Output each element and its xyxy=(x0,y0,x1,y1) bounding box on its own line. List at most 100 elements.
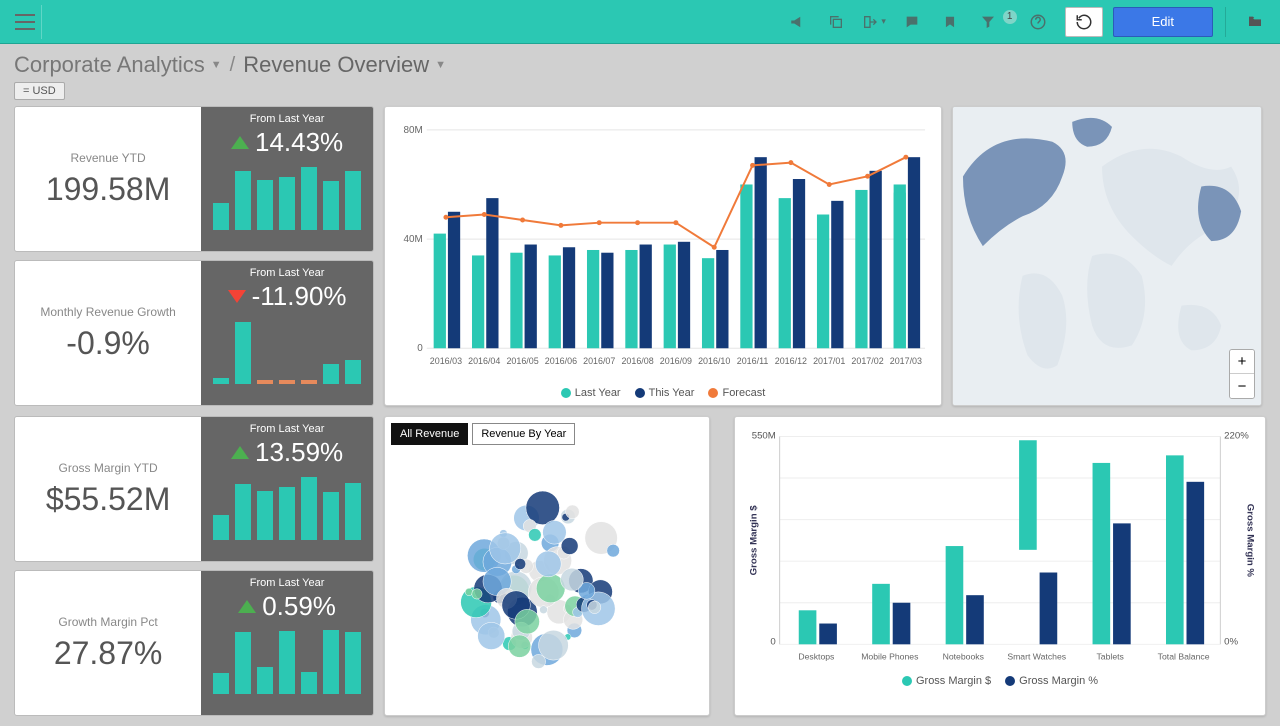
help-icon[interactable] xyxy=(1021,5,1055,39)
map-svg xyxy=(953,107,1261,405)
kpi-sublabel: From Last Year xyxy=(250,577,325,589)
filter-icon[interactable] xyxy=(971,5,1005,39)
kpi-value: -0.9% xyxy=(66,325,150,362)
dual-legend: Gross Margin $ Gross Margin % xyxy=(745,671,1255,689)
refresh-icon xyxy=(1075,13,1093,31)
margin-chart-panel: 550M 0 220% 0% Gross Margin $ Gross Margin % D… xyxy=(734,416,1266,716)
svg-text:2016/08: 2016/08 xyxy=(621,356,653,366)
svg-text:220%: 220% xyxy=(1224,430,1249,441)
legend-item: Forecast xyxy=(708,387,765,399)
svg-text:2017/03: 2017/03 xyxy=(890,356,922,366)
filter-badge: 1 xyxy=(1003,10,1017,24)
svg-text:2017/02: 2017/02 xyxy=(851,356,883,366)
map-zoom-control: + − xyxy=(1229,349,1255,399)
kpi-pct: 14.43% xyxy=(255,127,343,158)
announce-icon[interactable] xyxy=(781,5,815,39)
svg-text:2017/01: 2017/01 xyxy=(813,356,845,366)
comment-icon[interactable] xyxy=(895,5,929,39)
kpi-sparkline xyxy=(209,312,365,384)
kpi-label: Monthly Revenue Growth xyxy=(40,305,175,319)
kpi-value: 27.87% xyxy=(54,635,163,672)
trend-up-icon xyxy=(231,446,249,459)
svg-text:Smart Watches: Smart Watches xyxy=(1007,652,1066,662)
world-map[interactable]: + − xyxy=(952,106,1262,406)
svg-text:0%: 0% xyxy=(1224,636,1238,647)
kpi-pct: 0.59% xyxy=(262,591,336,622)
svg-text:550M: 550M xyxy=(752,430,776,441)
kpi-card[interactable]: Monthly Revenue Growth -0.9% From Last Y… xyxy=(14,260,374,406)
topbar: ▾ 1 Edit xyxy=(0,0,1280,44)
kpi-column-bottom: Gross Margin YTD $55.52M From Last Year … xyxy=(14,416,374,716)
svg-text:2016/10: 2016/10 xyxy=(698,356,730,366)
legend-item: Gross Margin % xyxy=(1005,675,1098,687)
trend-up-icon xyxy=(238,600,256,613)
kpi-value: 199.58M xyxy=(46,171,171,208)
svg-text:Desktops: Desktops xyxy=(798,652,835,662)
kpi-card[interactable]: Revenue YTD 199.58M From Last Year 14.43… xyxy=(14,106,374,252)
hamburger-icon xyxy=(15,14,35,30)
trend-up-icon xyxy=(231,136,249,149)
currency-badge[interactable]: = USD xyxy=(14,82,65,100)
refresh-button[interactable] xyxy=(1065,7,1103,37)
svg-text:2016/04: 2016/04 xyxy=(468,356,500,366)
zoom-out-button[interactable]: − xyxy=(1230,374,1254,398)
kpi-label: Growth Margin Pct xyxy=(58,615,157,629)
svg-text:2016/07: 2016/07 xyxy=(583,356,615,366)
trend-down-icon xyxy=(228,290,246,303)
breadcrumb: Corporate Analytics ▼ / Revenue Overview ▼ xyxy=(0,44,1280,80)
kpi-column-top: Revenue YTD 199.58M From Last Year 14.43… xyxy=(14,106,374,406)
kpi-sublabel: From Last Year xyxy=(250,113,325,125)
tab-all-revenue[interactable]: All Revenue xyxy=(391,423,468,445)
export-icon[interactable]: ▾ xyxy=(857,5,891,39)
tab-revenue-by-year[interactable]: Revenue By Year xyxy=(472,423,575,445)
kpi-label: Revenue YTD xyxy=(71,151,146,165)
dual-axis-chart: 550M 0 220% 0% Gross Margin $ Gross Margin % D… xyxy=(745,423,1255,671)
svg-text:Gross Margin %: Gross Margin % xyxy=(1244,504,1255,578)
kpi-pct: 13.59% xyxy=(255,437,343,468)
kpi-sublabel: From Last Year xyxy=(250,423,325,435)
breadcrumb-separator: / xyxy=(230,54,236,77)
chevron-down-icon[interactable]: ▼ xyxy=(211,59,222,71)
kpi-sparkline xyxy=(209,622,365,694)
svg-text:2016/12: 2016/12 xyxy=(775,356,807,366)
svg-text:0: 0 xyxy=(417,343,423,354)
breadcrumb-page[interactable]: Revenue Overview xyxy=(243,52,429,78)
svg-text:80M: 80M xyxy=(404,125,423,136)
svg-text:2016/03: 2016/03 xyxy=(430,356,462,366)
chevron-down-icon[interactable]: ▼ xyxy=(435,59,446,71)
svg-text:Mobile Phones: Mobile Phones xyxy=(861,652,919,662)
legend-item: Last Year xyxy=(561,387,621,399)
legend-item: This Year xyxy=(635,387,695,399)
bookmark-icon[interactable] xyxy=(933,5,967,39)
breadcrumb-root[interactable]: Corporate Analytics xyxy=(14,52,205,78)
chart-legend: Last Year This Year Forecast xyxy=(395,383,931,401)
kpi-label: Gross Margin YTD xyxy=(59,461,158,475)
revenue-trend-chart: 80M 40M 0 2016/03 2016/04 2016/05 2016/06 2016/… xyxy=(384,106,942,406)
svg-text:Total Balance: Total Balance xyxy=(1158,652,1210,662)
svg-text:2016/09: 2016/09 xyxy=(660,356,692,366)
kpi-sparkline xyxy=(209,468,365,540)
zoom-in-button[interactable]: + xyxy=(1230,350,1254,374)
bar-line-chart: 80M 40M 0 2016/03 2016/04 2016/05 2016/06 2016/… xyxy=(395,113,931,383)
edit-button[interactable]: Edit xyxy=(1113,7,1213,37)
kpi-sparkline xyxy=(209,158,365,230)
svg-text:40M: 40M xyxy=(404,234,423,245)
svg-text:Gross Margin $: Gross Margin $ xyxy=(749,505,760,576)
bubble-chart xyxy=(385,451,709,699)
menu-button[interactable] xyxy=(8,5,42,39)
copy-icon[interactable] xyxy=(819,5,853,39)
svg-text:0: 0 xyxy=(770,636,775,647)
svg-text:2016/05: 2016/05 xyxy=(506,356,538,366)
kpi-pct: -11.90% xyxy=(252,281,347,312)
legend-item: Gross Margin $ xyxy=(902,675,991,687)
kpi-card[interactable]: Gross Margin YTD $55.52M From Last Year … xyxy=(14,416,374,562)
svg-text:2016/11: 2016/11 xyxy=(737,356,769,366)
kpi-value: $55.52M xyxy=(46,481,171,518)
bubble-panel: All Revenue Revenue By Year xyxy=(384,416,710,716)
kpi-card[interactable]: Growth Margin Pct 27.87% From Last Year … xyxy=(14,570,374,716)
svg-text:Notebooks: Notebooks xyxy=(943,652,985,662)
folder-icon[interactable] xyxy=(1238,5,1272,39)
svg-text:Tablets: Tablets xyxy=(1096,652,1124,662)
kpi-sublabel: From Last Year xyxy=(250,267,325,279)
svg-text:2016/06: 2016/06 xyxy=(545,356,577,366)
